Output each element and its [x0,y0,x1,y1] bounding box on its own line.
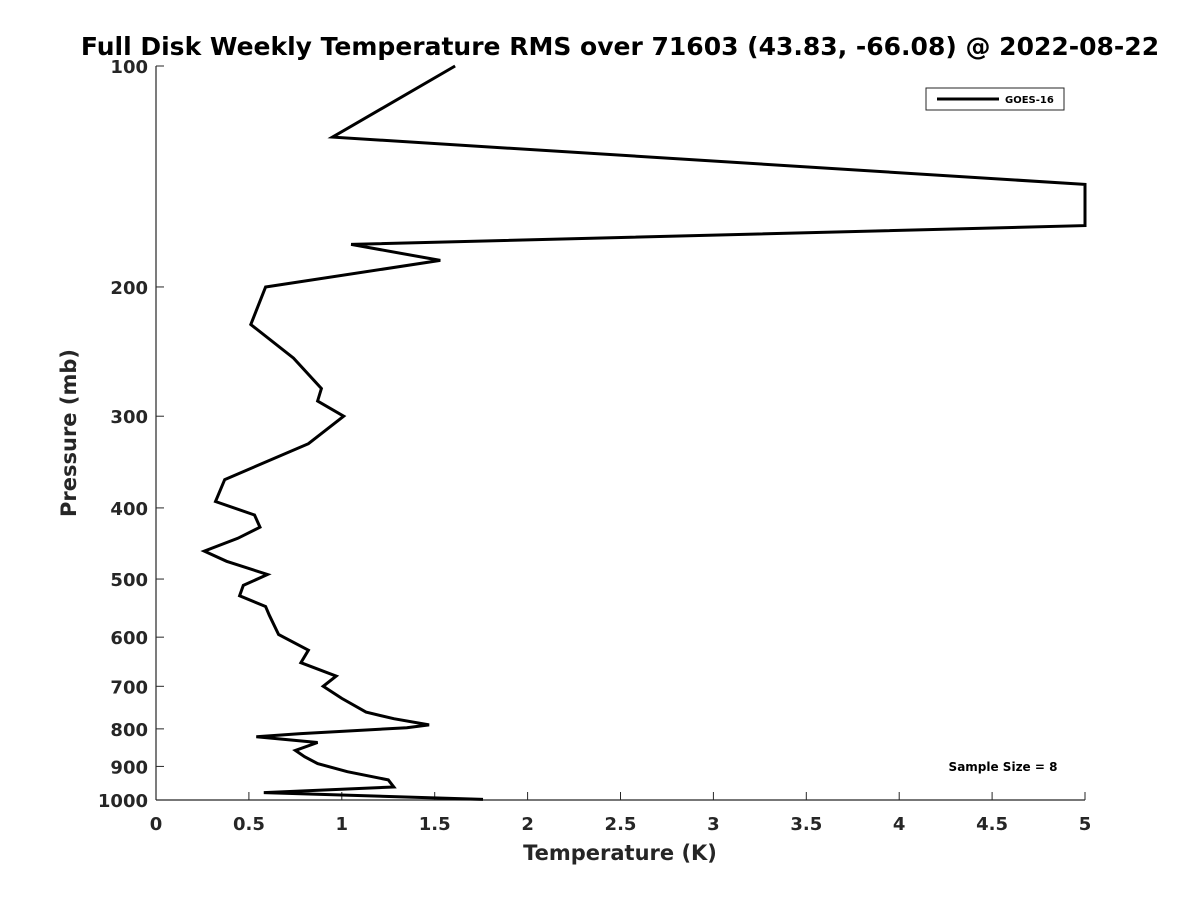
x-tick-label: 4.5 [976,814,1008,835]
series-line-goes-16 [200,64,1087,801]
x-tick-label: 3 [707,814,720,835]
y-axis-label: Pressure (mb) [57,349,81,517]
y-tick-label: 100 [110,57,148,78]
y-axis-ticks: 100 200 300 400 500 600 700 800 900 1000 [98,57,164,812]
legend: GOES-16 [925,87,1065,111]
x-tick-label: 4 [893,814,906,835]
x-tick-label: 1 [336,814,349,835]
x-tick-label: 5 [1079,814,1092,835]
x-axis-label: Temperature (K) [523,841,717,865]
x-axis-ticks: 0 0.5 1 1.5 2 2.5 3 3.5 4 4.5 5 [150,792,1092,835]
y-tick-label: 1000 [98,791,148,812]
y-tick-label: 900 [110,757,148,778]
y-tick-label: 600 [110,628,148,649]
y-tick-label: 800 [110,720,148,741]
series-layer [200,64,1087,801]
y-tick-label: 300 [110,407,148,428]
x-tick-label: 2 [521,814,534,835]
sample-size-annotation: Sample Size = 8 [949,760,1058,774]
y-tick-label: 400 [110,499,148,520]
x-tick-label: 1.5 [419,814,451,835]
legend-label-goes-16: GOES-16 [1005,95,1054,106]
x-tick-label: 2.5 [605,814,637,835]
y-tick-label: 500 [110,570,148,591]
y-tick-label: 700 [110,677,148,698]
y-tick-label: 200 [110,278,148,299]
x-tick-label: 0 [150,814,163,835]
chart-title: Full Disk Weekly Temperature RMS over 71… [81,32,1159,61]
x-tick-label: 0.5 [233,814,265,835]
x-tick-label: 3.5 [790,814,822,835]
